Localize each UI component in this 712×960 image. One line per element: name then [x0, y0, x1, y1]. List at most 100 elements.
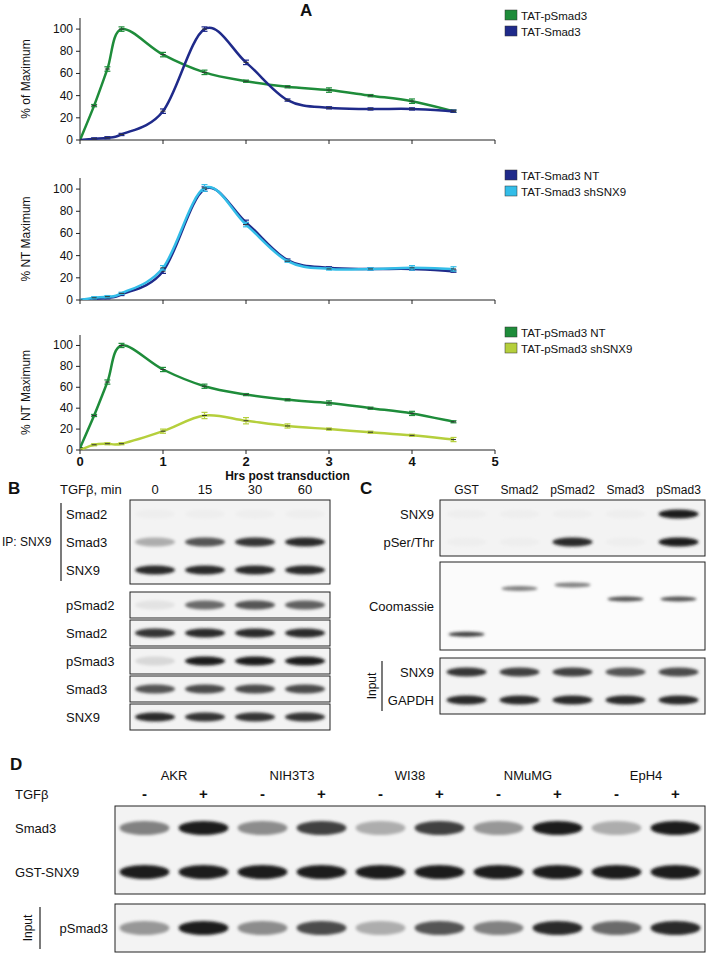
error-cap [202, 26, 208, 27]
error-bar [202, 185, 208, 192]
band [135, 538, 175, 547]
error-bar [326, 428, 332, 430]
blot-frame [130, 620, 330, 646]
error-cap [326, 427, 332, 428]
band [500, 668, 540, 677]
row-label: SNX9 [66, 563, 100, 578]
x-tick [495, 140, 496, 144]
point-marker [285, 261, 290, 262]
band [651, 865, 701, 879]
plot-data [80, 343, 457, 450]
y-axis-title: % NT Maximum [19, 196, 33, 281]
error-cap [202, 31, 208, 32]
band [356, 865, 406, 879]
error-bar [119, 133, 125, 135]
error-cap [285, 427, 291, 428]
point-marker [80, 140, 83, 141]
error-cap [119, 294, 125, 295]
point-marker [119, 345, 124, 346]
band [474, 921, 524, 935]
error-cap [119, 135, 125, 136]
error-cap [160, 371, 166, 372]
point-marker [161, 431, 166, 432]
band [179, 821, 229, 835]
error-cap [451, 271, 457, 272]
row-label: pSer/Thr [383, 535, 434, 550]
error-cap [104, 138, 110, 139]
error-cap [119, 343, 125, 344]
band [185, 601, 225, 610]
point-marker [105, 443, 110, 444]
error-cap [104, 384, 110, 385]
band [135, 657, 175, 666]
band [297, 921, 347, 935]
error-bar [91, 105, 97, 107]
ip-label: IP: SNX9 [2, 535, 52, 549]
error-cap [285, 98, 291, 99]
error-cap [285, 423, 291, 424]
error-bar [119, 292, 125, 294]
error-cap [104, 442, 110, 443]
point-marker [105, 137, 110, 138]
band [179, 921, 229, 935]
error-cap [368, 109, 374, 110]
error-bar [160, 266, 166, 270]
band [500, 510, 540, 519]
bracket [381, 661, 382, 711]
panel-label: D [10, 755, 22, 774]
legend-label: TAT-Smad3 [521, 26, 581, 38]
error-cap [243, 82, 249, 83]
error-cap [104, 136, 110, 137]
error-bar [285, 260, 291, 262]
band [606, 510, 646, 519]
error-cap [409, 98, 415, 99]
error-cap [368, 407, 374, 408]
row-label: SNX9 [400, 665, 434, 680]
point-marker [92, 138, 97, 139]
x-tick [163, 140, 164, 144]
band [500, 696, 540, 705]
point-marker [285, 100, 290, 101]
error-cap [243, 222, 249, 223]
band [592, 921, 642, 935]
error-bar [285, 99, 291, 101]
y-axis [80, 178, 81, 300]
band [449, 632, 485, 637]
error-cap [80, 139, 83, 140]
band [474, 821, 524, 835]
error-cap [202, 184, 208, 185]
x-axis [80, 300, 495, 301]
point-marker [119, 443, 124, 444]
lane-label: pSmad2 [550, 483, 595, 497]
band [135, 629, 175, 638]
point-marker [161, 267, 166, 268]
error-cap [409, 267, 415, 268]
error-cap [80, 449, 83, 450]
legend: TAT-Smad3 NTTAT-Smad3 shSNX9 [505, 170, 626, 198]
band [120, 865, 170, 879]
error-cap [80, 299, 83, 300]
group-label: EpH4 [630, 768, 663, 783]
error-cap [160, 433, 166, 434]
error-bar [91, 297, 97, 299]
y-tick-label: 20 [60, 271, 74, 285]
error-bar [202, 27, 208, 31]
error-cap [91, 298, 97, 299]
error-bar [243, 80, 249, 82]
y-tick-label: 100 [53, 22, 73, 36]
x-tick [329, 300, 330, 304]
point-marker [285, 399, 290, 400]
error-bar [243, 222, 249, 226]
error-cap [451, 109, 457, 110]
point-marker [92, 298, 97, 299]
band [135, 685, 175, 694]
band [555, 582, 591, 587]
error-cap [285, 85, 291, 86]
x-tick-label: 3 [325, 454, 332, 469]
row-label: Smad3 [66, 682, 107, 697]
x-tick [80, 140, 81, 144]
error-bar [104, 297, 110, 299]
y-tick-label: 0 [66, 133, 73, 147]
bracket [39, 907, 40, 949]
point-marker [92, 415, 97, 416]
